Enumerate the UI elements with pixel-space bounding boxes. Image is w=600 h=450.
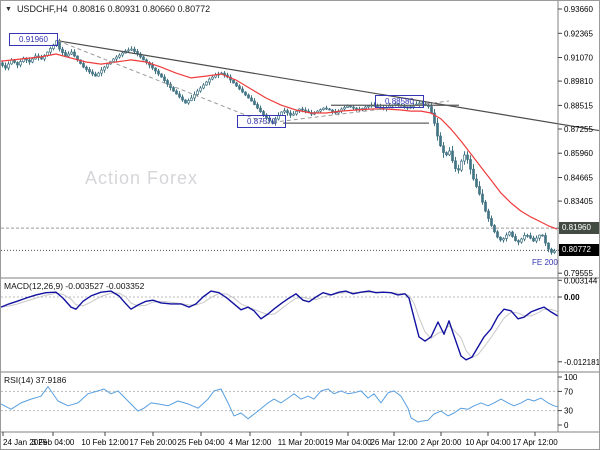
watermark: Action Forex bbox=[85, 168, 199, 188]
time-tick-label: 3 Feb 04:00 bbox=[32, 438, 75, 447]
rsi-tick-label: 70 bbox=[564, 387, 573, 396]
chart-title: ▼ USDCHF,H4 0.80816 0.80931 0.80660 0.80… bbox=[5, 4, 210, 14]
macd-indicator-label: MACD(12,26,9) -0.003527 -0.003352 bbox=[4, 281, 145, 291]
rsi-indicator-label: RSI(14) 37.9186 bbox=[4, 375, 67, 385]
time-tick-label: 26 Mar 12:00 bbox=[370, 438, 418, 447]
time-tick-label: 10 Feb 12:00 bbox=[81, 438, 129, 447]
time-tick-label: 17 Apr 12:00 bbox=[512, 438, 558, 447]
ohlc-values: 0.80816 0.80931 0.80660 0.80772 bbox=[72, 4, 211, 14]
time-tick-label: 17 Feb 20:00 bbox=[129, 438, 177, 447]
price-tick-label: 0.85960 bbox=[564, 149, 593, 158]
support-level-badge: 0.81960 bbox=[559, 222, 599, 234]
price-tick-label: 0.83405 bbox=[564, 197, 593, 206]
time-tick-label: 2 Apr 20:00 bbox=[421, 438, 462, 447]
rsi-tick-label: 0 bbox=[564, 421, 569, 430]
price-tick-label: 0.88515 bbox=[564, 101, 593, 110]
swing-low-price-label[interactable]: 0.87570 bbox=[237, 115, 286, 128]
price-tick-label: 0.84665 bbox=[564, 173, 593, 182]
macd-signal-line bbox=[1, 291, 559, 359]
price-tick-label: 0.91070 bbox=[564, 54, 593, 63]
time-tick-label: 10 Apr 04:00 bbox=[465, 438, 511, 447]
macd-tick-label: 0.00 bbox=[564, 293, 580, 302]
time-tick-label: 4 Mar 12:00 bbox=[229, 438, 272, 447]
symbol-dropdown-icon[interactable]: ▼ bbox=[5, 5, 12, 13]
time-tick-label: 19 Mar 04:00 bbox=[324, 438, 372, 447]
price-tick-label: 0.92365 bbox=[564, 29, 593, 38]
rsi-line bbox=[1, 386, 559, 423]
time-tick-label: 25 Feb 04:00 bbox=[177, 438, 225, 447]
symbol-name: USDCHF,H4 bbox=[16, 4, 68, 14]
macd-line bbox=[1, 290, 559, 361]
red-ma-line bbox=[1, 53, 558, 230]
rsi-tick-label: 100 bbox=[564, 373, 578, 382]
range-price-label[interactable]: 0.88580 bbox=[375, 95, 424, 108]
fib-expansion-label[interactable]: FE 200 bbox=[532, 258, 558, 267]
price-tick-label: 0.87255 bbox=[564, 125, 593, 134]
time-tick-label: 24 Jan 2025 bbox=[3, 438, 48, 447]
candles[interactable] bbox=[1, 38, 556, 255]
macd-tick-label: -0.012181 bbox=[564, 358, 600, 367]
price-tick-label: 0.93660 bbox=[564, 5, 593, 14]
rsi-tick-label: 30 bbox=[564, 407, 573, 416]
time-tick-label: 11 Mar 20:00 bbox=[278, 438, 325, 447]
macd-tick-label: 0.003144 bbox=[564, 276, 598, 285]
price-tick-label: 0.79555 bbox=[564, 269, 593, 278]
price-tick-label: 0.89810 bbox=[564, 77, 593, 86]
current-price-badge: 0.80772 bbox=[559, 244, 599, 256]
peak-price-label[interactable]: 0.91960 bbox=[9, 33, 58, 46]
